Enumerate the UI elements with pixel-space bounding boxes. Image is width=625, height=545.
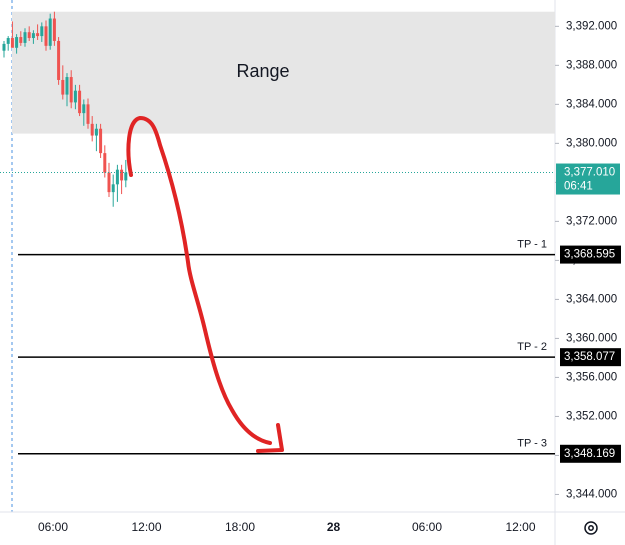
drawn-arrow [126,116,284,453]
candle-body [82,104,86,114]
candle-body [99,128,103,154]
range-zone [12,11,555,134]
candle-body [124,172,128,181]
x-tick-label: 28 [327,520,341,534]
candle-body [90,123,94,136]
candle-body [107,172,111,193]
candle-body [31,33,35,39]
candle-body [57,40,61,80]
level-name: TP - 2 [517,341,547,353]
settings-icon[interactable] [584,521,598,535]
y-tick-label: 3,360.000 [566,332,617,344]
candle-body [44,26,48,46]
level-name: TP - 3 [517,438,547,450]
candle-body [65,77,69,95]
candle-body [19,37,23,43]
y-tick-label: 3,352.000 [566,410,617,422]
current-price-box [556,163,620,195]
level-price-label: 3,358.077 [564,351,615,363]
level-name: TP - 1 [517,238,547,250]
candle-body [2,43,6,51]
candle-body [15,37,19,48]
candle-body [120,169,124,181]
level-price-box [560,245,621,264]
level-price-box [560,444,621,463]
y-tick-label: 3,384.000 [566,98,617,110]
x-tick-label: 06:00 [38,520,68,534]
candle-body [69,77,73,103]
candle-body [52,18,56,41]
level-price-label: 3,368.595 [564,249,615,261]
candle-body [73,90,77,103]
candle-body [6,38,10,44]
y-tick-label: 3,392.000 [566,20,617,32]
candle-body [48,18,52,46]
range-label: Range [236,61,289,81]
candle-body [78,90,82,114]
level-price-box [560,348,621,367]
candle-body [40,26,44,37]
plot: Range TP - 1 TP - 2 TP - 3 [0,11,555,455]
x-tick-label: 06:00 [412,520,442,534]
countdown: 06:41 [564,181,593,193]
y-tick-label: 3,364.000 [566,293,617,305]
y-tick-label: 3,388.000 [566,59,617,71]
current-price-label: 3,377.010 [564,167,615,179]
y-tick-label: 3,356.000 [566,371,617,383]
candle-body [94,128,98,136]
candle-body [115,169,119,185]
candle-body [86,104,90,124]
x-tick-label: 18:00 [225,520,255,534]
y-tick-label: 3,344.000 [566,488,617,500]
candle-body [10,38,14,48]
candle-body [103,153,107,173]
candle-body [23,32,27,43]
candle-body [61,79,65,95]
level-price-label: 3,348.169 [564,448,615,460]
x-tick-label: 12:00 [505,520,535,534]
y-tick-label: 3,372.000 [566,215,617,227]
candle-body [27,32,31,39]
x-tick-label: 12:00 [131,520,161,534]
candle-body [111,184,115,193]
candle-body [36,33,40,37]
y-tick-label: 3,380.000 [566,137,617,149]
